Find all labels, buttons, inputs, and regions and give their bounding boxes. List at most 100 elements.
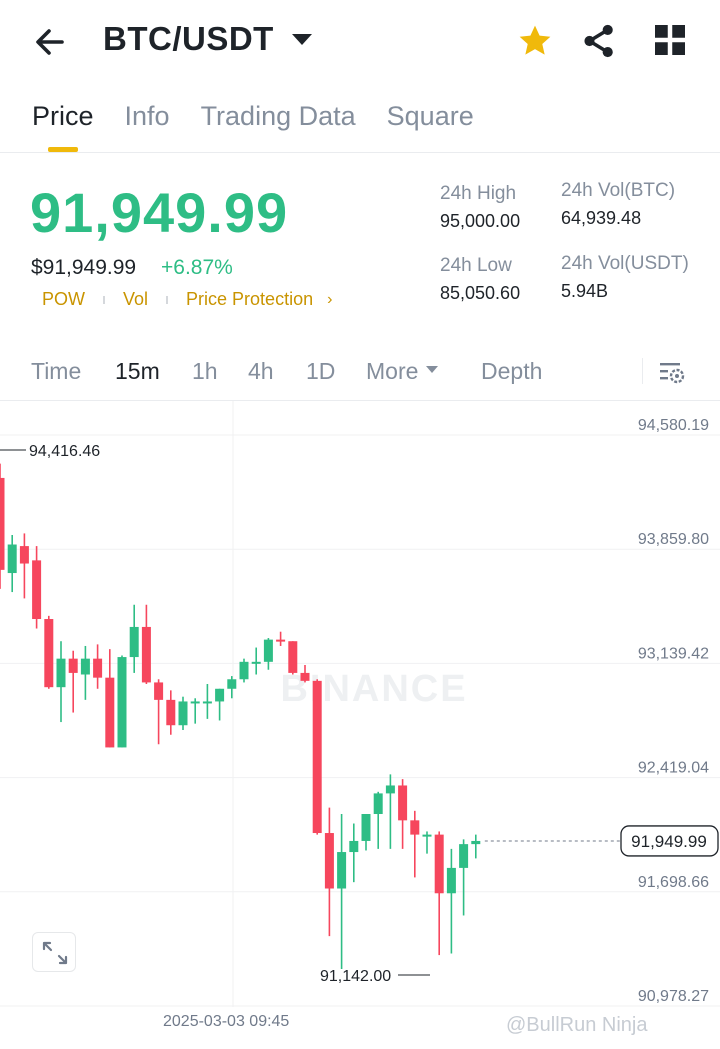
high-marker-label: 94,416.46 (29, 443, 100, 460)
stat-value: 85,050.60 (440, 283, 521, 303)
last-price-box (620, 825, 719, 857)
candle-body (263, 639, 273, 662)
expand-chart-button[interactable] (32, 932, 76, 972)
back-arrow-icon[interactable] (30, 22, 70, 62)
active-tab-indicator (48, 147, 78, 152)
stat-value: 64,939.48 (561, 208, 642, 228)
chevron-right-icon[interactable]: › (327, 290, 333, 308)
candle-body (434, 834, 444, 894)
candle-body (459, 844, 469, 868)
candle-body (117, 657, 127, 748)
fiat-price: $91,949.99 (31, 256, 137, 279)
candle-body (105, 677, 115, 748)
main-tabs: Price Info Trading Data Square (32, 96, 474, 152)
tab-label: Trading Data (200, 101, 356, 131)
tab-price[interactable]: Price (32, 96, 94, 152)
tab-label: Info (124, 101, 170, 131)
candle-body (312, 680, 322, 834)
binance-watermark: BINANCE (280, 668, 467, 710)
candle-body (32, 560, 42, 620)
interval-15m[interactable]: 15m (115, 358, 160, 384)
stat-value: 95,000.00 (440, 211, 521, 231)
candle-body (398, 785, 408, 821)
candle-body (422, 834, 432, 837)
candle-body (361, 814, 371, 841)
interval-time[interactable]: Time (31, 358, 82, 384)
candle-body (410, 820, 420, 835)
tag-vol[interactable]: Vol (123, 289, 149, 309)
y-tick-label: 92,419.04 (638, 760, 709, 777)
interval-1h[interactable]: 1h (192, 358, 218, 384)
stat-label: 24h High (440, 183, 517, 204)
tab-square[interactable]: Square (387, 96, 474, 152)
candlestick-chart[interactable]: BINANCE 94,580.19 93,859.80 93,139.42 92,41… (0, 401, 720, 1049)
price-markers: 94,416.46 91,142.00 91,949.99 (0, 443, 719, 985)
caret-down-icon (426, 366, 439, 374)
candle-body (7, 544, 17, 574)
candle-body (324, 833, 334, 889)
chart-grid (0, 401, 720, 1007)
candle-body (56, 658, 66, 688)
candle-body (215, 688, 225, 702)
chart-settings-icon[interactable] (657, 358, 687, 388)
candle-body (68, 658, 78, 673)
y-axis: 94,580.19 93,859.80 93,139.42 92,419.04 91,6… (638, 417, 709, 1005)
interval-1d[interactable]: 1D (306, 358, 336, 384)
stat-24h-high: 24h High 95,000.00 (440, 183, 520, 232)
caret-down-icon[interactable] (292, 34, 312, 45)
x-axis-time-label: 2025-03-03 09:45 (163, 1013, 290, 1030)
stat-value: 5.94B (561, 281, 609, 301)
candle-body (227, 679, 237, 689)
interval-more-label: More (366, 358, 419, 384)
last-price-label: 91,949.99 (631, 832, 707, 851)
tab-trading-data[interactable]: Trading Data (201, 96, 356, 152)
candle-body (80, 658, 90, 675)
candle-body (0, 477, 5, 570)
stat-label: 24h Vol(USDT) (561, 253, 689, 274)
tag-separator (166, 295, 169, 304)
candle-body (19, 546, 29, 564)
candle-body (239, 661, 249, 680)
candle-body (276, 639, 286, 642)
candle-body (129, 626, 139, 658)
tag-pow[interactable]: POW (42, 289, 85, 309)
user-watermark: @BullRun Ninja (506, 1014, 648, 1036)
y-tick-label: 93,139.42 (638, 645, 709, 662)
interval-4h[interactable]: 4h (248, 358, 274, 384)
candle-body (300, 672, 310, 681)
star-icon[interactable] (516, 22, 554, 60)
stat-24h-vol-usdt: 24h Vol(USDT) 5.94B (561, 253, 689, 302)
stat-24h-low: 24h Low 85,050.60 (440, 255, 520, 304)
candle-body (190, 701, 200, 704)
divider (642, 358, 643, 384)
divider (0, 400, 720, 401)
candle-body (337, 852, 347, 889)
change-percent: +6.87% (161, 256, 233, 279)
candle-body (471, 840, 481, 845)
candles (0, 463, 481, 970)
tab-label: Price (32, 101, 94, 131)
candle-body (349, 840, 359, 853)
y-tick-label: 94,580.19 (638, 417, 709, 434)
share-icon[interactable] (580, 22, 618, 60)
tab-info[interactable]: Info (125, 96, 170, 152)
candle-body (93, 658, 103, 678)
pair-title[interactable]: BTC/USDT (103, 20, 274, 57)
interval-depth[interactable]: Depth (481, 358, 543, 384)
candle-body (385, 785, 395, 794)
interval-bar: Time 15m 1h 4h 1D More Depth (0, 352, 720, 400)
candle-body (141, 626, 151, 683)
stat-label: 24h Vol(BTC) (561, 180, 676, 201)
candle-body (178, 701, 188, 726)
grid-icon[interactable] (652, 22, 688, 58)
last-price: 91,949.99 (30, 181, 289, 244)
divider (0, 152, 720, 153)
tab-label: Square (386, 101, 474, 131)
stat-24h-vol-btc: 24h Vol(BTC) 64,939.48 (561, 180, 675, 229)
candle-body (288, 641, 298, 673)
interval-more[interactable]: More (366, 358, 439, 385)
stat-label: 24h Low (440, 255, 512, 276)
y-tick-label: 91,698.66 (638, 874, 709, 891)
tag-price-protection[interactable]: Price Protection (186, 289, 314, 309)
candle-body (166, 699, 176, 726)
